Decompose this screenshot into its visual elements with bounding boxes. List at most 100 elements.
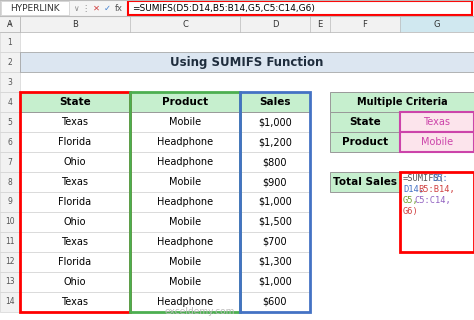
Text: Headphone: Headphone bbox=[157, 237, 213, 247]
Text: G5,: G5, bbox=[403, 196, 419, 205]
Bar bbox=[20, 92, 130, 312]
Text: exceldemy.com: exceldemy.com bbox=[165, 308, 235, 316]
Text: $1,000: $1,000 bbox=[258, 197, 292, 207]
Text: Texas: Texas bbox=[62, 117, 89, 127]
Bar bbox=[0, 132, 20, 152]
Text: G: G bbox=[434, 20, 440, 28]
Bar bbox=[240, 232, 310, 252]
Bar bbox=[20, 92, 130, 112]
Text: D5:: D5: bbox=[433, 174, 448, 183]
Bar bbox=[20, 252, 130, 272]
Text: D: D bbox=[272, 20, 278, 28]
Bar bbox=[0, 0, 474, 16]
Text: Ohio: Ohio bbox=[64, 157, 86, 167]
Text: C5:C14,: C5:C14, bbox=[414, 196, 451, 205]
Bar bbox=[240, 252, 310, 272]
Bar bbox=[400, 16, 474, 32]
Text: F: F bbox=[363, 20, 367, 28]
Bar bbox=[0, 212, 20, 232]
Text: $900: $900 bbox=[263, 177, 287, 187]
Bar bbox=[330, 92, 474, 112]
Text: ◂: ◂ bbox=[8, 21, 12, 27]
Text: 12: 12 bbox=[5, 258, 15, 267]
Bar bbox=[20, 52, 474, 72]
Text: $1,300: $1,300 bbox=[258, 257, 292, 267]
Text: Florida: Florida bbox=[58, 197, 91, 207]
Text: State: State bbox=[349, 117, 381, 127]
Bar bbox=[240, 212, 310, 232]
Bar bbox=[240, 92, 310, 312]
Bar bbox=[20, 232, 130, 252]
Bar bbox=[400, 172, 474, 252]
Text: 14: 14 bbox=[5, 298, 15, 307]
Bar bbox=[130, 172, 240, 192]
Text: Headphone: Headphone bbox=[157, 197, 213, 207]
Text: State: State bbox=[59, 97, 91, 107]
Bar bbox=[130, 252, 240, 272]
Text: fx: fx bbox=[115, 4, 123, 12]
Bar bbox=[240, 16, 310, 32]
Bar bbox=[130, 292, 240, 312]
Text: Ohio: Ohio bbox=[64, 217, 86, 227]
Text: Multiple Criteria: Multiple Criteria bbox=[357, 97, 447, 107]
Text: Product: Product bbox=[342, 137, 388, 147]
Bar bbox=[0, 272, 20, 292]
Bar bbox=[0, 112, 20, 132]
Text: Sales: Sales bbox=[259, 97, 291, 107]
Bar bbox=[20, 16, 130, 32]
Text: 3: 3 bbox=[8, 77, 12, 86]
Text: 1: 1 bbox=[8, 37, 12, 46]
Bar bbox=[130, 192, 240, 212]
Text: Headphone: Headphone bbox=[157, 157, 213, 167]
Text: Mobile: Mobile bbox=[421, 137, 453, 147]
Bar bbox=[0, 16, 474, 32]
Bar bbox=[130, 212, 240, 232]
Text: $1,000: $1,000 bbox=[258, 117, 292, 127]
Text: HYPERLINK: HYPERLINK bbox=[10, 4, 60, 12]
Text: $1,000: $1,000 bbox=[258, 277, 292, 287]
Text: =SUMIFS(D5:D14,B5:B14,G5,C5:C14,G6): =SUMIFS(D5:D14,B5:B14,G5,C5:C14,G6) bbox=[132, 4, 315, 12]
Text: Ohio: Ohio bbox=[64, 277, 86, 287]
Bar bbox=[0, 72, 20, 92]
Text: $800: $800 bbox=[263, 157, 287, 167]
Text: ✕: ✕ bbox=[92, 4, 100, 12]
Text: $700: $700 bbox=[263, 237, 287, 247]
Bar bbox=[330, 16, 400, 32]
Bar bbox=[240, 112, 310, 132]
Bar bbox=[240, 192, 310, 212]
Text: C: C bbox=[182, 20, 188, 28]
Text: Mobile: Mobile bbox=[169, 217, 201, 227]
Bar bbox=[20, 292, 130, 312]
Bar bbox=[130, 152, 240, 172]
Text: Total Sales: Total Sales bbox=[333, 177, 397, 187]
Bar bbox=[240, 132, 310, 152]
Text: Texas: Texas bbox=[62, 177, 89, 187]
Bar bbox=[330, 132, 400, 152]
Bar bbox=[0, 292, 20, 312]
Text: Mobile: Mobile bbox=[169, 277, 201, 287]
Bar bbox=[400, 112, 474, 132]
Text: B5:B14,: B5:B14, bbox=[418, 185, 455, 194]
Bar bbox=[130, 272, 240, 292]
Bar bbox=[0, 252, 20, 272]
Text: 2: 2 bbox=[8, 58, 12, 67]
Text: ⋮: ⋮ bbox=[81, 4, 89, 12]
Text: 4: 4 bbox=[8, 98, 12, 107]
Text: $1,500: $1,500 bbox=[258, 217, 292, 227]
Bar bbox=[0, 192, 20, 212]
Bar bbox=[240, 292, 310, 312]
Text: Mobile: Mobile bbox=[169, 257, 201, 267]
Text: Headphone: Headphone bbox=[157, 297, 213, 307]
Bar bbox=[130, 232, 240, 252]
Bar bbox=[0, 92, 20, 112]
Text: A: A bbox=[7, 20, 13, 28]
Bar bbox=[240, 172, 310, 192]
Bar bbox=[0, 172, 20, 192]
Text: ✓: ✓ bbox=[103, 4, 110, 12]
Bar bbox=[20, 152, 130, 172]
Text: Texas: Texas bbox=[62, 237, 89, 247]
Text: 11: 11 bbox=[5, 237, 15, 246]
Text: 5: 5 bbox=[8, 117, 12, 126]
Text: 9: 9 bbox=[8, 197, 12, 206]
Text: $1,200: $1,200 bbox=[258, 137, 292, 147]
